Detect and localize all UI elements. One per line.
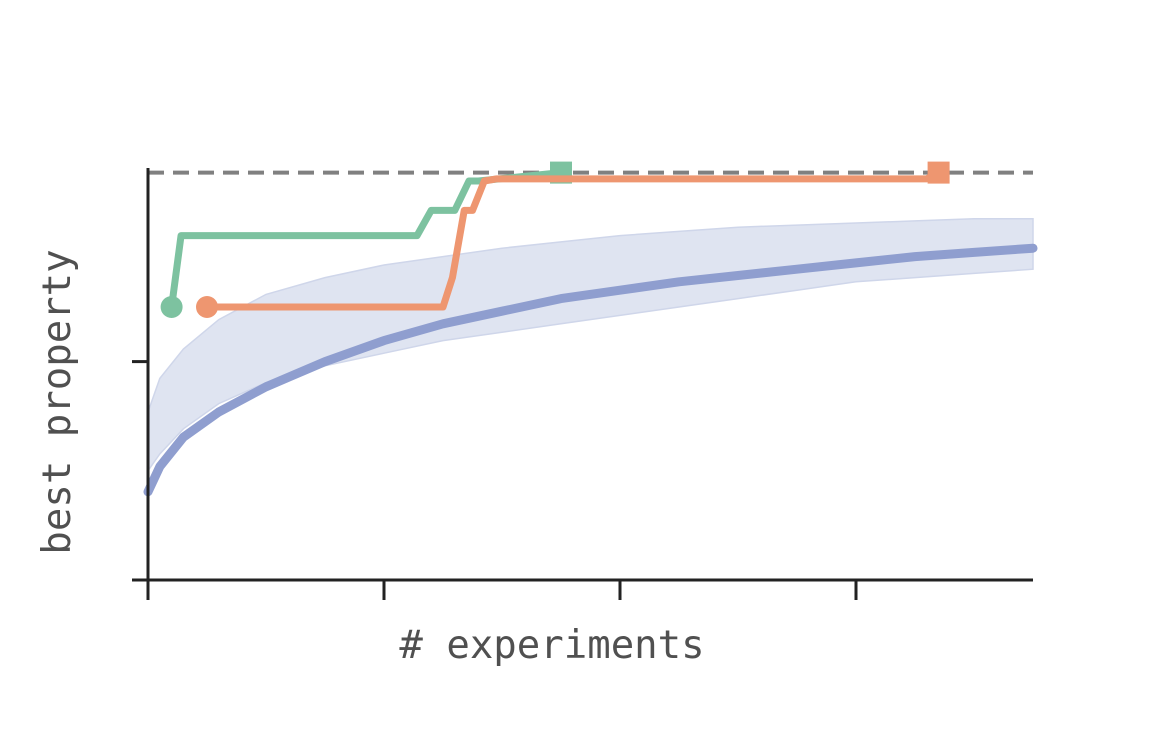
step-line-1 [168, 169, 565, 311]
axes [132, 168, 1033, 600]
step-lines-layer [160, 161, 950, 318]
start-marker-2 [196, 296, 218, 318]
x-axis-label: # experiments [399, 623, 704, 668]
end-marker-2 [927, 161, 950, 184]
mean-line-layer [143, 243, 1038, 497]
mean-line [143, 243, 1038, 497]
step-line-2 [203, 169, 943, 311]
y-axis-label: best property [35, 249, 80, 554]
start-marker-1 [160, 296, 183, 318]
